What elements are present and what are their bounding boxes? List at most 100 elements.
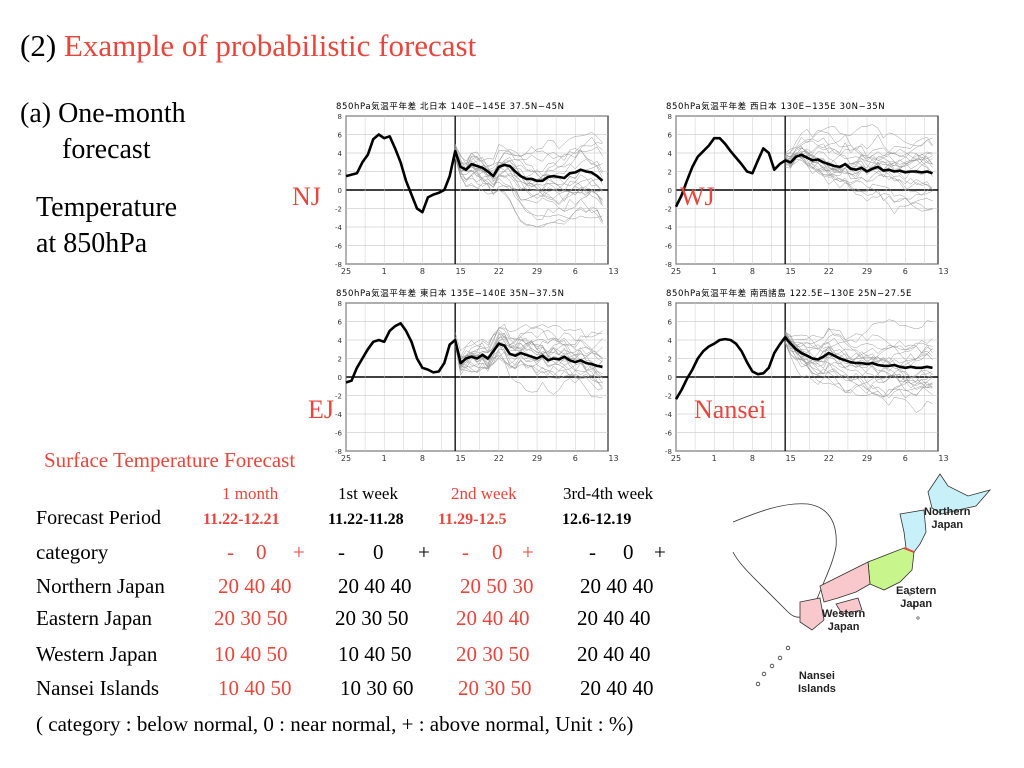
x-tick-label: 6 — [573, 454, 578, 463]
cat-zero-3: 0 — [492, 540, 503, 564]
nansei-island-shape — [761, 671, 767, 677]
ensemble-member-line — [785, 340, 933, 389]
region-label-nansei: Nansei — [694, 395, 767, 424]
x-tick-label: 29 — [862, 267, 872, 276]
row-value-3rd-4th-week: 20 40 40 — [580, 676, 654, 700]
y-tick-label: 6 — [338, 132, 343, 140]
ensemble-member-line — [785, 153, 933, 204]
ensemble-member-line — [454, 332, 603, 368]
japan-region-map — [732, 473, 992, 687]
table-row: Eastern Japan 20 30 50 20 30 50 20 40 40… — [36, 606, 736, 634]
slide-title: (2) Example of probabilistic forecast — [20, 28, 476, 64]
y-tick-label: -2 — [665, 393, 672, 401]
title-text: Example of probabilistic forecast — [63, 28, 477, 63]
x-tick-label: 8 — [750, 267, 755, 276]
y-tick-label: -6 — [665, 243, 673, 251]
cat-zero-1: 0 — [256, 540, 267, 564]
y-tick-label: -6 — [665, 430, 673, 438]
x-tick-label: 13 — [938, 267, 948, 276]
ensemble-member-line — [454, 148, 603, 196]
x-tick-label: 6 — [903, 454, 908, 463]
row-name: Western Japan — [36, 642, 158, 666]
ensemble-member-line — [454, 332, 603, 369]
ensemble-member-line — [785, 151, 933, 180]
y-tick-label: -2 — [335, 393, 342, 401]
y-tick-label: 8 — [338, 300, 342, 308]
x-tick-label: 29 — [862, 454, 872, 463]
ensemble-member-line — [454, 324, 603, 352]
ensemble-member-line — [785, 147, 933, 175]
ensemble-member-line — [784, 157, 933, 215]
cat-plus-3: + — [522, 540, 534, 564]
row-value-3rd-4th-week: 20 40 40 — [577, 642, 651, 666]
cat-plus-2: + — [418, 540, 430, 564]
x-tick-label: 25 — [341, 267, 351, 276]
ensemble-member-line — [454, 143, 603, 179]
ensemble-mean-line — [345, 321, 603, 384]
region-boundary-accent — [903, 547, 915, 553]
row-value-3rd-4th-week: 20 40 40 — [577, 606, 651, 630]
x-tick-label: 1 — [382, 454, 387, 463]
ensemble-member-line — [454, 155, 603, 221]
row-value-1st-week: 10 30 60 — [340, 676, 414, 700]
row-name: Eastern Japan — [36, 606, 153, 630]
y-tick-label: -6 — [335, 430, 343, 438]
y-tick-label: 0 — [338, 187, 342, 195]
ensemble-member-line — [785, 332, 933, 378]
category-row: category - 0 + - 0 + - 0 + - 0 + — [36, 540, 736, 568]
ensemble-member-line — [784, 343, 933, 391]
y-tick-label: 6 — [668, 319, 673, 327]
y-tick-label: -4 — [335, 411, 343, 419]
ensemble-mean-line — [674, 136, 933, 208]
forecast-chart-wj: 850hPa気温平年差 西日本 130E−135E 30N−35N86420-2… — [665, 101, 949, 276]
table-note: ( category : below normal, 0 : near norm… — [36, 712, 634, 736]
subtitle-line1: (a) One-month — [20, 98, 186, 129]
cat-plus-4: + — [654, 540, 666, 564]
ensemble-member-line — [785, 125, 933, 156]
ensemble-member-line — [784, 333, 933, 369]
y-tick-label: 0 — [668, 187, 672, 195]
chart-header: 850hPa気温平年差 北日本 140E−145E 37.5N−45N — [336, 101, 565, 112]
ensemble-member-line — [454, 326, 603, 362]
x-tick-label: 22 — [824, 267, 834, 276]
header-3rd-4th-week: 3rd-4th week — [563, 484, 654, 503]
row-value-1month: 20 40 40 — [218, 574, 292, 598]
nansei-island-shape — [755, 681, 761, 687]
ensemble-member-line — [785, 124, 933, 160]
variable-line2: at 850hPa — [36, 228, 148, 259]
ensemble-mean-line — [674, 335, 933, 400]
x-tick-label: 22 — [824, 454, 834, 463]
x-tick-label: 6 — [903, 267, 908, 276]
nansei-island-shape — [785, 645, 791, 651]
table-row: Western Japan 10 40 50 10 40 50 20 30 50… — [36, 642, 736, 670]
ensemble-member-line — [784, 341, 933, 369]
x-tick-label: 22 — [494, 454, 504, 463]
header-1st-week: 1st week — [338, 484, 398, 503]
row-value-1month: 10 40 50 — [218, 676, 292, 700]
y-tick-label: -4 — [665, 411, 673, 419]
cat-minus-4: - — [589, 540, 596, 564]
y-tick-label: 4 — [668, 337, 673, 345]
table-title: Surface Temperature Forecast — [44, 448, 296, 472]
cat-plus-1: + — [293, 540, 305, 564]
y-tick-label: -2 — [335, 206, 342, 214]
variable-line1: Temperature — [36, 192, 178, 223]
ensemble-member-line — [454, 157, 603, 199]
y-tick-label: 2 — [338, 169, 342, 177]
ensemble-member-line — [454, 146, 603, 183]
ensemble-member-line — [454, 150, 603, 188]
chart-header: 850hPa気温平年差 南西諸島 122.5E−130E 25N−27.5E — [666, 288, 912, 299]
table-row: Northern Japan 20 40 40 20 40 40 20 50 3… — [36, 574, 736, 602]
header-1month: 1 month — [222, 484, 279, 503]
row-value-2nd-week: 20 30 50 — [456, 642, 530, 666]
x-tick-label: 13 — [608, 454, 618, 463]
forecast-chart-nj: 850hPa気温平年差 北日本 140E−145E 37.5N−45N86420… — [335, 101, 619, 276]
row-value-1month: 20 30 50 — [214, 606, 288, 630]
ensemble-member-line — [454, 340, 603, 390]
hokkaido-shape — [927, 473, 992, 515]
x-tick-label: 25 — [671, 267, 681, 276]
period-row: Forecast Period 11.22-12.21 11.22-11.28 … — [36, 507, 736, 533]
x-tick-label: 8 — [750, 454, 755, 463]
variable-label: Temperature at 850hPa — [36, 190, 177, 262]
y-tick-label: -8 — [335, 448, 342, 456]
